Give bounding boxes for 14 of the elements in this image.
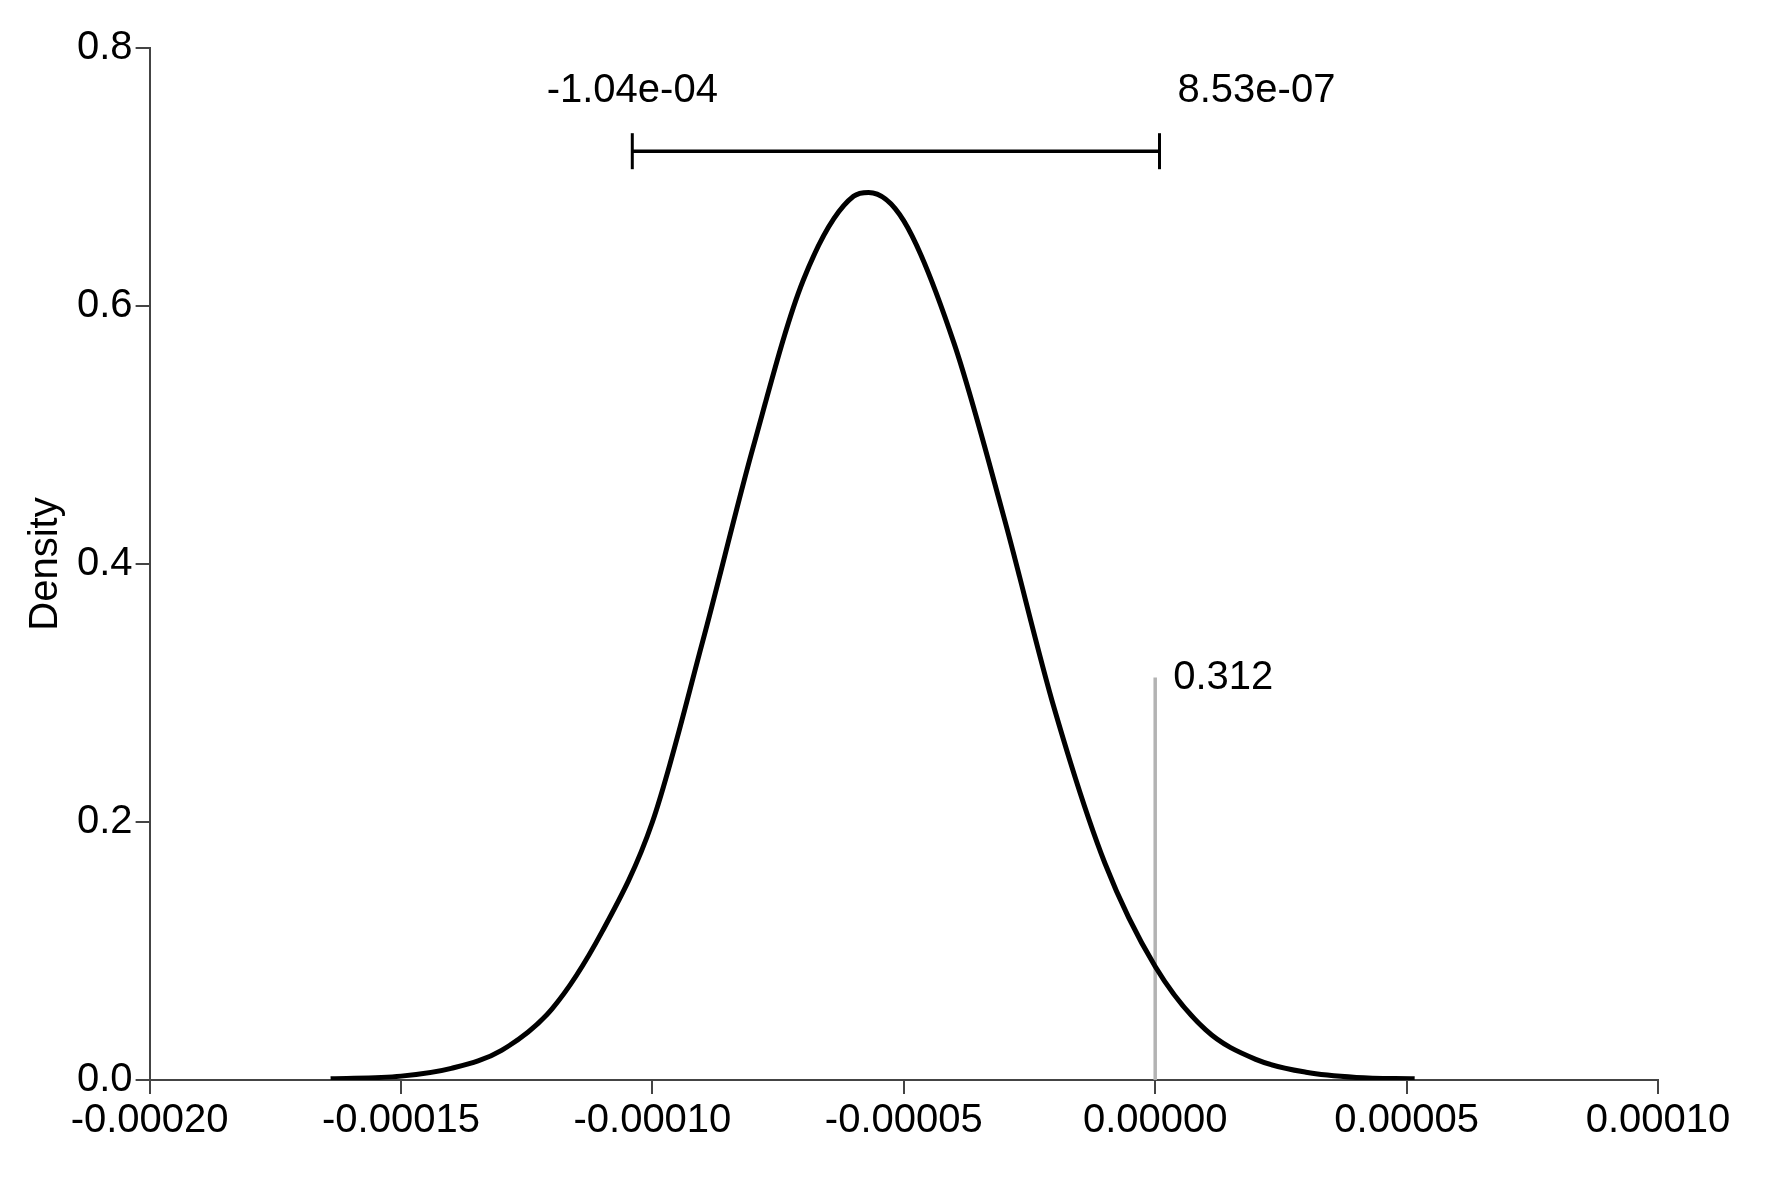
y-tick-label: 0.6: [77, 281, 133, 326]
x-tick-label: 0.00000: [1082, 1096, 1228, 1141]
x-tick-label: -0.00010: [573, 1096, 732, 1141]
annotation: 0.312: [1173, 652, 1274, 697]
y-tick-label: 0.8: [77, 23, 133, 68]
y-axis-title: Density: [21, 497, 66, 631]
y-tick-label: 0.4: [77, 539, 133, 584]
x-tick-label: 0.00005: [1334, 1096, 1479, 1141]
annotation: -1.04e-04: [546, 66, 718, 111]
y-tick-label: 0.2: [77, 797, 133, 842]
annotation: 8.53e-07: [1177, 66, 1336, 111]
x-tick-label: -0.00005: [824, 1096, 983, 1141]
x-tick-label: -0.00015: [322, 1096, 480, 1141]
x-tick-label: 0.00010: [1585, 1096, 1731, 1141]
